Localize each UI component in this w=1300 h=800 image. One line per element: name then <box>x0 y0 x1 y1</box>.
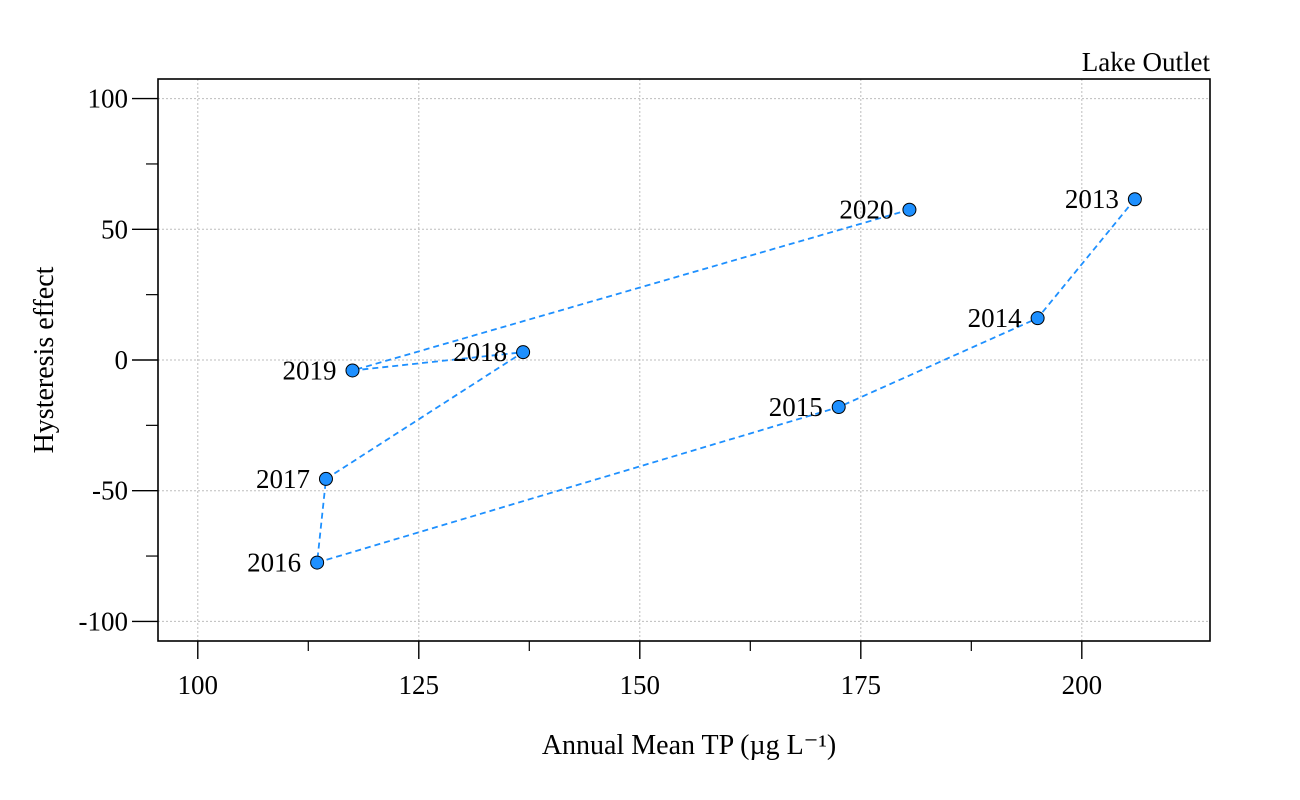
data-point-2020 <box>902 202 917 217</box>
x-tick-label: 125 <box>399 670 440 700</box>
data-point-2019 <box>345 363 360 378</box>
grid <box>158 79 1210 641</box>
connector-line <box>316 198 1136 564</box>
point-label-2015: 2015 <box>769 392 823 422</box>
point-label-2017: 2017 <box>256 464 310 494</box>
data-point-2014 <box>1030 311 1045 326</box>
x-tick-label: 100 <box>178 670 219 700</box>
x-axis-label: Annual Mean TP (µg L⁻¹) <box>542 730 836 761</box>
chart-title: Lake Outlet <box>1082 47 1211 77</box>
point-label-2020: 2020 <box>839 195 893 225</box>
data-points <box>310 192 1142 570</box>
point-label-2019: 2019 <box>282 355 336 385</box>
point-label-2018: 2018 <box>453 337 507 367</box>
y-tick-label: 100 <box>88 84 129 114</box>
x-tick-label: 150 <box>620 670 661 700</box>
x-tick-label: 175 <box>841 670 882 700</box>
y-tick-label: -100 <box>79 606 129 636</box>
y-tick-label: 50 <box>101 214 128 244</box>
point-label-2013: 2013 <box>1065 184 1119 214</box>
point-label-2014: 2014 <box>968 303 1023 333</box>
data-point-2013 <box>1127 192 1142 207</box>
y-axis-label: Hysteresis effect <box>29 266 60 453</box>
axes: 100 125 150 175 200 -100 -50 0 50 100 <box>79 84 1103 700</box>
data-point-2018 <box>516 345 531 360</box>
y-tick-label: -50 <box>92 476 128 506</box>
y-tick-label: 0 <box>115 345 129 375</box>
point-label-2016: 2016 <box>247 548 301 578</box>
data-point-2017 <box>318 471 333 486</box>
data-point-2015 <box>831 400 846 415</box>
data-point-2016 <box>310 555 325 570</box>
connector-path <box>316 198 1136 564</box>
point-labels: 2013 2014 2015 2016 2017 2018 2019 2020 <box>247 184 1119 577</box>
x-tick-label: 200 <box>1062 670 1103 700</box>
